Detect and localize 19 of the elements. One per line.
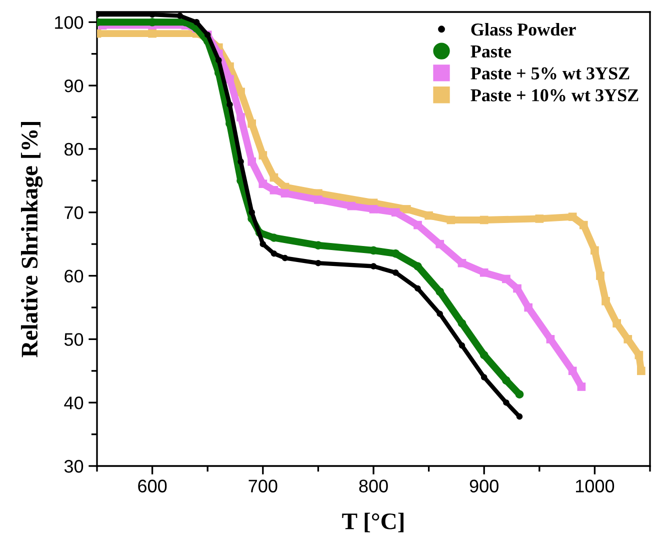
legend-label: Paste + 5% wt 3YSZ	[470, 67, 630, 80]
legend-label: Paste	[470, 46, 512, 58]
x-axis-title: T [°C]	[342, 512, 404, 532]
legend-label: Glass Powder	[471, 22, 576, 36]
x-tick-label: 800	[359, 480, 388, 492]
y-tick-label: 70	[64, 206, 84, 220]
legend-label: Paste + 10% wt 3YSZ	[470, 89, 638, 102]
y-tick-label: 50	[64, 333, 84, 346]
y-axis-title: Relative Shrinkage [%]	[20, 122, 43, 358]
y-tick-label: 90	[64, 79, 84, 92]
y-tick-label: 80	[64, 142, 84, 156]
y-tick-label: 40	[64, 396, 84, 410]
x-tick-label: 1000	[576, 480, 614, 492]
y-tick-label: 30	[64, 460, 84, 473]
y-tick-label: 60	[64, 270, 84, 282]
x-tick-label: 900	[470, 480, 498, 492]
y-tick-label: 100	[55, 16, 84, 29]
x-tick-label: 700	[248, 480, 278, 492]
x-tick-label: 600	[138, 480, 167, 492]
